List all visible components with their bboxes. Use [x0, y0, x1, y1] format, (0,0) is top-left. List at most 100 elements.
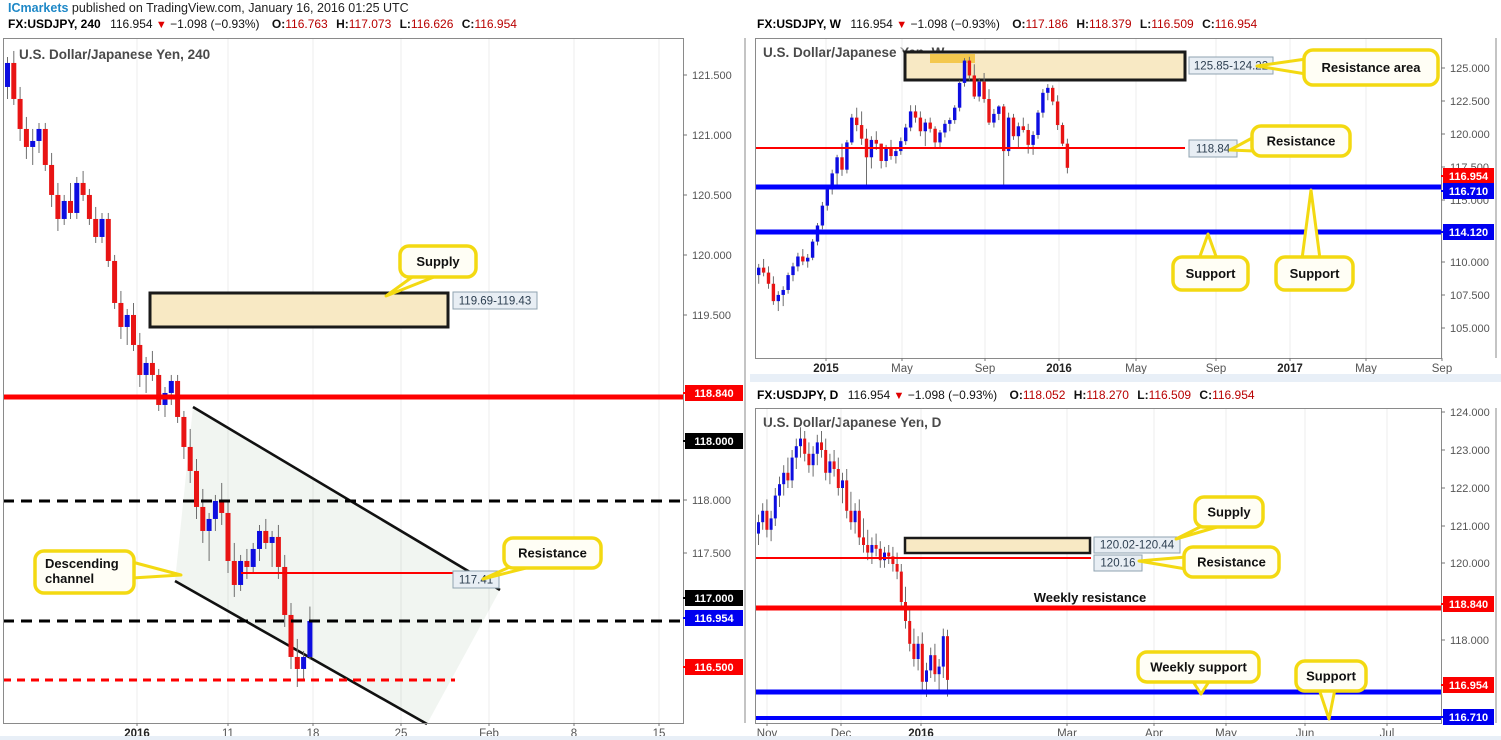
svg-text:Sep: Sep: [1432, 363, 1452, 375]
svg-text:Supply: Supply: [416, 254, 460, 269]
change-value: −1.098 (−0.93%): [907, 388, 998, 402]
panel-divider-strip: [750, 374, 1501, 382]
resistance-area-callout[interactable]: Resistance area: [1255, 48, 1440, 87]
high-value: 118.270: [1086, 388, 1129, 402]
chart-border: [3, 38, 684, 724]
zone-box: [903, 536, 1092, 555]
svg-text:Resistance: Resistance: [518, 546, 587, 561]
svg-text:May: May: [1125, 363, 1147, 375]
svg-text:121.500: 121.500: [692, 70, 732, 82]
last-price: 116.954: [110, 17, 153, 31]
candlestick-series: [5, 50, 313, 687]
svg-text:116.954: 116.954: [1449, 680, 1489, 692]
svg-text:124.000: 124.000: [1450, 408, 1490, 419]
svg-text:116.710: 116.710: [1449, 712, 1488, 724]
symbol-label[interactable]: FX:USDJPY, W: [757, 17, 842, 31]
svg-text:120.000: 120.000: [692, 250, 732, 262]
svg-text:Resistance: Resistance: [1197, 555, 1266, 570]
chart-header-daily: FX:USDJPY, D 116.954 ▼ −1.098 (−0.93%) O…: [757, 388, 1255, 402]
price-level-label[interactable]: 120.16: [1093, 554, 1143, 572]
supply-callout[interactable]: Supply: [1174, 495, 1265, 541]
price-zones[interactable]: [903, 536, 1092, 555]
svg-text:119.500: 119.500: [692, 310, 731, 322]
svg-text:107.500: 107.500: [1450, 290, 1490, 302]
chart-canvas-weekly[interactable]: U.S. Dollar/Japanese Yen, W 125.000 122.50…: [755, 38, 1501, 375]
price-level-label[interactable]: 119.69-119.43: [452, 291, 538, 310]
svg-text:118.000: 118.000: [1450, 635, 1489, 647]
price-zones[interactable]: [148, 291, 450, 329]
price-level-label[interactable]: 118.84: [1188, 139, 1238, 158]
svg-text:2017: 2017: [1277, 363, 1303, 375]
price-level-label[interactable]: 117.41: [452, 570, 500, 589]
supply-callout[interactable]: Supply: [384, 244, 478, 298]
svg-text:Resistance area: Resistance area: [1321, 60, 1421, 75]
svg-text:119.69-119.43: 119.69-119.43: [459, 296, 531, 308]
support-callout-1[interactable]: Support: [1171, 232, 1250, 292]
open-value: 117.186: [1025, 17, 1069, 31]
support-resistance-lines[interactable]: [3, 394, 683, 682]
support-resistance-lines[interactable]: [755, 557, 1441, 720]
svg-text:120.16: 120.16: [1100, 558, 1135, 570]
price-badge: 117.000: [683, 590, 743, 606]
price-axis[interactable]: 124.000 123.000 122.000 121.000 120.000 118.0…: [1441, 408, 1490, 647]
close-value: 116.954: [1212, 388, 1255, 402]
open-label: O:: [1012, 17, 1026, 31]
svg-text:Support: Support: [1290, 266, 1340, 281]
candlestick-series: [757, 56, 1070, 312]
price-badge: 116.954: [1441, 168, 1494, 184]
weekly-support-callout[interactable]: Weekly support: [1136, 650, 1261, 696]
svg-text:120.000: 120.000: [1450, 129, 1490, 141]
candlestick-series: [757, 427, 949, 697]
symbol-label[interactable]: FX:USDJPY, 240: [8, 17, 101, 31]
svg-text:Descending: Descending: [45, 556, 119, 571]
annotation-text[interactable]: Weekly resistance: [1034, 590, 1147, 605]
support-callout-2[interactable]: Support: [1274, 188, 1355, 292]
time-axis[interactable]: 2015 May Sep 2016 May Sep 2017 May Sep: [813, 358, 1452, 375]
price-level-label[interactable]: 120.02-120.44: [1093, 536, 1181, 554]
price-level-label[interactable]: 125.85-124.22: [1188, 56, 1274, 75]
descending-channel[interactable]: [174, 405, 501, 726]
svg-text:2015: 2015: [813, 363, 839, 375]
svg-text:120.000: 120.000: [1450, 558, 1490, 570]
chart-canvas-daily[interactable]: U.S. Dollar/Japanese Yen, D 124.000 123.00…: [755, 408, 1501, 740]
svg-text:Sep: Sep: [975, 363, 995, 375]
symbol-label[interactable]: FX:USDJPY, D: [757, 388, 839, 402]
resistance-callout[interactable]: Resistance: [1137, 545, 1281, 579]
chart-canvas-240[interactable]: U.S. Dollar/Japanese Yen, 240121.500121.…: [3, 38, 747, 740]
svg-text:2016: 2016: [1046, 363, 1072, 375]
down-arrow-icon: ▼: [896, 19, 908, 31]
zone-box: [148, 291, 450, 329]
price-axis[interactable]: 121.500 121.000 120.500 120.000 119.500 118.0…: [683, 70, 732, 560]
svg-text:118.840: 118.840: [1449, 599, 1488, 611]
svg-text:Resistance: Resistance: [1267, 134, 1336, 149]
svg-text:122.500: 122.500: [1450, 96, 1490, 108]
svg-text:Support: Support: [1186, 266, 1236, 281]
last-price: 116.954: [847, 388, 891, 402]
svg-text:116.500: 116.500: [694, 662, 733, 674]
close-label: C:: [461, 17, 475, 31]
low-label: L:: [1137, 388, 1149, 402]
svg-text:Support: Support: [1306, 669, 1356, 684]
resistance-callout[interactable]: Resistance: [481, 536, 603, 581]
price-zones[interactable]: [903, 50, 1187, 82]
svg-text:121.000: 121.000: [692, 130, 732, 142]
price-badge: 116.710: [1441, 709, 1494, 725]
vertical-gridlines: [766, 408, 1388, 723]
svg-text:Sep: Sep: [1206, 363, 1226, 375]
support-resistance-lines[interactable]: [755, 147, 1441, 235]
svg-text:125.000: 125.000: [1450, 63, 1490, 75]
support-callout[interactable]: Support: [1294, 659, 1368, 721]
low-value: 116.626: [410, 17, 454, 31]
price-badge: 114.120: [1441, 224, 1494, 240]
resistance-callout[interactable]: Resistance: [1228, 124, 1352, 158]
vertical-gridlines: [136, 38, 660, 723]
svg-text:120.500: 120.500: [692, 190, 732, 202]
open-value: 118.052: [1022, 388, 1066, 402]
chart-title: U.S. Dollar/Japanese Yen, D: [763, 415, 942, 430]
svg-text:116.954: 116.954: [1449, 171, 1489, 183]
low-value: 116.509: [1151, 17, 1194, 31]
svg-text:120.02-120.44: 120.02-120.44: [1100, 540, 1175, 552]
publisher-name[interactable]: ICmarkets: [8, 1, 69, 15]
